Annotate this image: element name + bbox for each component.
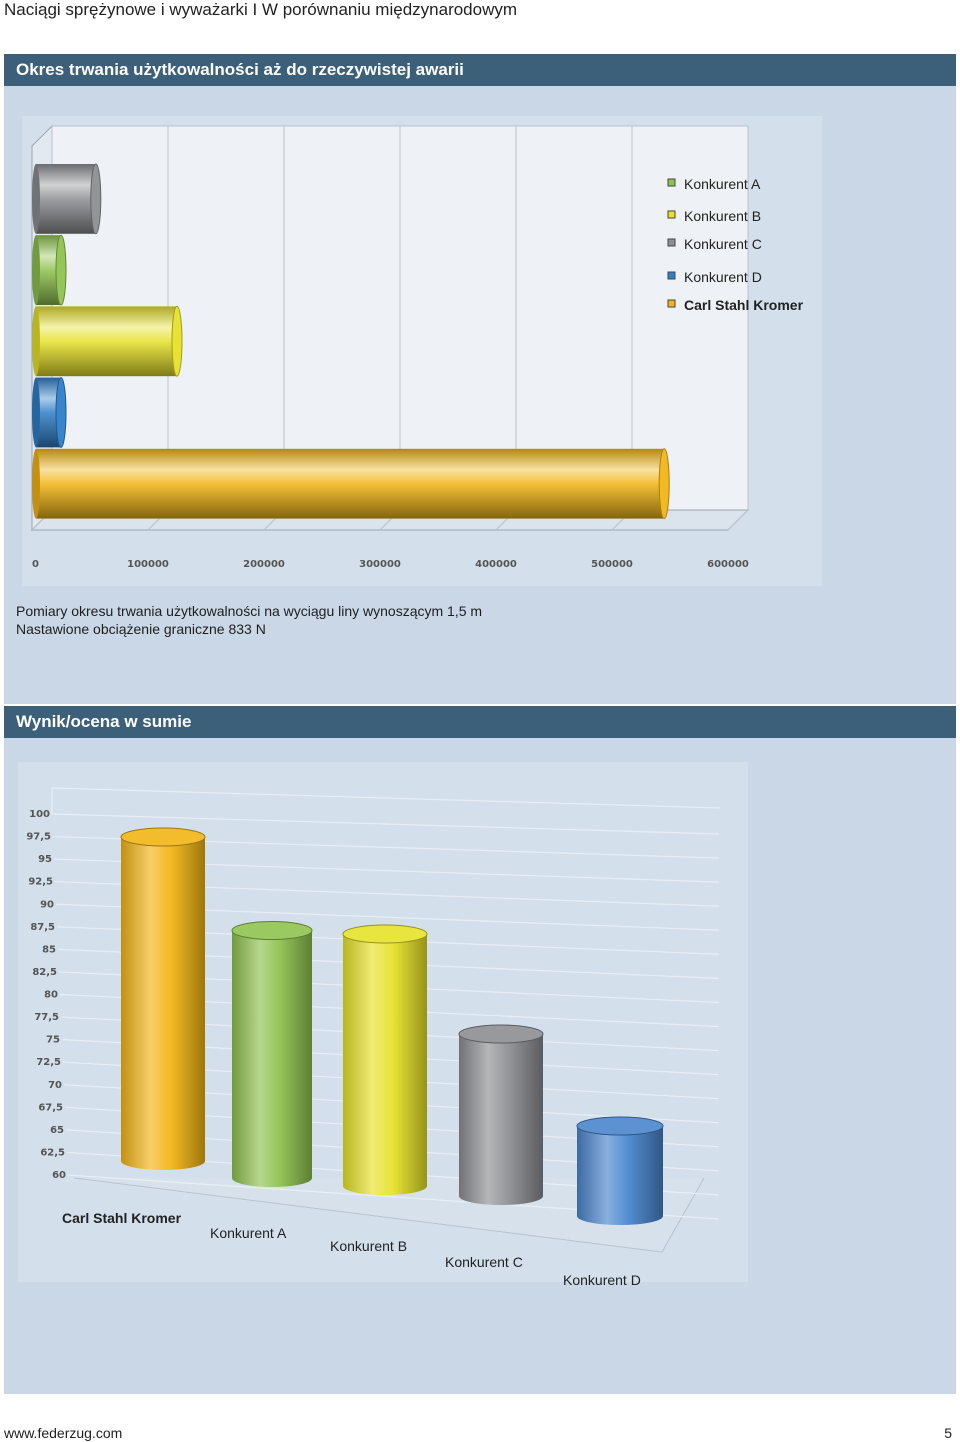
lifetime-bar [32,305,183,377]
rating-y-tick-label: 65 [50,1125,64,1136]
lifetime-bar [32,163,102,235]
rating-y-tick-label: 85 [42,944,56,955]
lifetime-legend-item: Konkurent A [667,176,761,192]
lifetime-bar-chart: 0 100000 200000 300000 400000 500000 600000 Kon… [22,116,822,586]
rating-y-tick-label: 95 [38,854,52,865]
rating-category-label: Carl Stahl Kromer [62,1210,182,1226]
rating-y-tick-label: 60 [52,1170,66,1181]
legend-swatch-icon [667,299,676,308]
rating-category-label: Konkurent D [563,1272,641,1288]
lifetime-legend-label: Carl Stahl Kromer [684,297,804,313]
overall-rating-bar-chart: 100 97,5 95 92,5 90 87,5 85 82,5 80 77,5 75 72,5 70 6… [18,762,748,1288]
footer-url: www.federzug.com [4,1425,123,1441]
lifetime-legend-item: Konkurent D [667,269,762,285]
legend-swatch-icon [667,178,676,187]
lifetime-floor-gridline [727,509,749,531]
rating-y-tick-label: 87,5 [30,922,55,933]
rating-category-label: Konkurent A [210,1225,287,1241]
rating-y-tick-label: 75 [46,1035,60,1046]
lifetime-panel: Okres trwania użytkowalności aż do rzecz… [4,54,956,704]
lifetime-legend-label: Konkurent D [684,269,762,285]
legend-swatch-icon [667,271,676,280]
legend-swatch-icon [667,210,676,219]
overall-rating-panel: Wynik/ocena w sumie 100 97,5 95 92,5 90 87,5 8… [4,706,956,1394]
lifetime-x-tick-label: 500000 [591,559,633,570]
rating-gridline [51,813,720,835]
lifetime-x-tick-label: 0 [32,559,39,570]
lifetime-x-tick-label: 100000 [127,559,169,570]
rating-y-tick-label: 82,5 [32,967,57,978]
lifetime-legend-item: Konkurent B [667,208,761,224]
rating-y-tick-label: 70 [48,1080,62,1091]
lifetime-legend-label: Konkurent A [684,176,761,192]
page-number: 5 [944,1425,952,1441]
rating-y-tick-label: 67,5 [38,1102,63,1113]
rating-bar [342,924,428,1195]
lifetime-caption-line-2: Nastawione obciążenie graniczne 833 N [16,621,266,637]
rating-y-tick-label: 90 [40,899,54,910]
rating-bar [231,921,313,1187]
overall-rating-section-header: Wynik/ocena w sumie [4,706,956,738]
rating-y-tick-label: 92,5 [28,877,53,888]
rating-bar [576,1116,664,1225]
rating-y-tick-label: 100 [29,809,50,820]
lifetime-legend-label: Konkurent B [684,208,761,224]
rating-y-tick-label: 77,5 [34,1012,59,1023]
lifetime-section-header: Okres trwania użytkowalności aż do rzecz… [4,54,956,86]
rating-category-label: Konkurent C [445,1254,523,1270]
lifetime-legend-label: Konkurent C [684,236,762,252]
rating-bar [458,1024,544,1205]
rating-y-tick-label: 80 [44,990,58,1001]
rating-y-tick-label: 97,5 [26,832,51,843]
lifetime-bar [32,448,670,520]
rating-y-tick-label: 72,5 [36,1057,61,1068]
rating-bar [120,827,206,1170]
rating-y-tick-label: 62,5 [40,1147,65,1158]
lifetime-caption-line-1: Pomiary okresu trwania użytkowalności na… [16,603,483,619]
page-title: Naciągi sprężynowe i wyważarki I W porów… [4,0,518,19]
rating-category-label: Konkurent B [330,1238,407,1254]
lifetime-x-tick-label: 600000 [707,559,749,570]
lifetime-x-tick-label: 200000 [243,559,285,570]
lifetime-legend-item: Konkurent C [667,236,762,252]
lifetime-legend-item: Carl Stahl Kromer [667,297,804,313]
lifetime-x-tick-label: 300000 [359,559,401,570]
legend-swatch-icon [667,238,676,247]
lifetime-bar [32,377,67,448]
lifetime-bar [32,234,67,306]
lifetime-x-tick-label: 400000 [475,559,517,570]
